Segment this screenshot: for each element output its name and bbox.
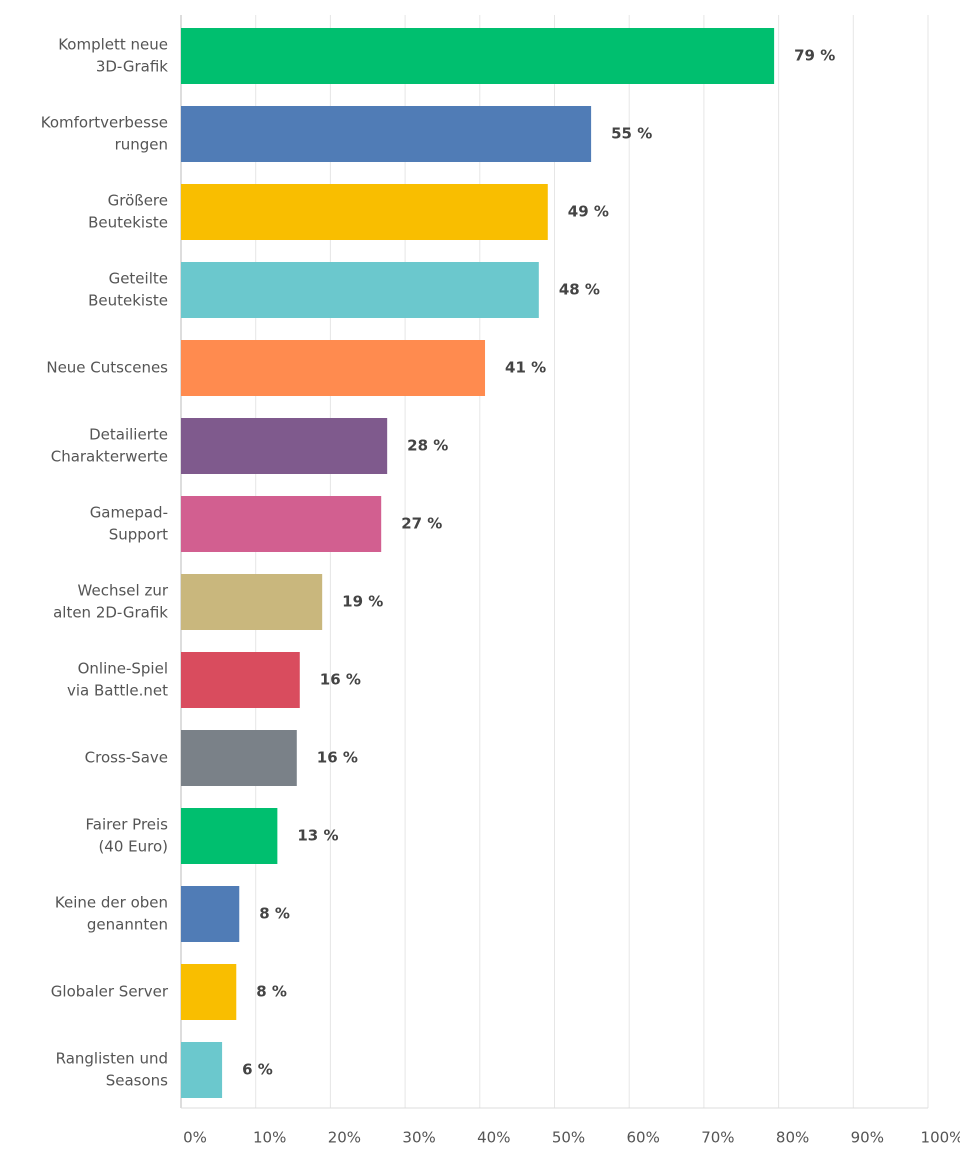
bar xyxy=(181,28,775,84)
category-label: 3D-Grafik xyxy=(96,58,168,76)
x-tick-label: 0% xyxy=(183,1129,207,1147)
value-label: 16 % xyxy=(317,749,358,767)
bar xyxy=(181,106,592,162)
category-label: Globaler Server xyxy=(51,983,169,1001)
category-label: Support xyxy=(109,526,168,544)
category-label: Keine der oben xyxy=(55,894,168,912)
category-label: Ranglisten und xyxy=(56,1050,168,1068)
x-tick-label: 40% xyxy=(477,1129,510,1147)
value-label: 16 % xyxy=(320,671,361,689)
category-label: Charakterwerte xyxy=(51,448,168,466)
category-label: via Battle.net xyxy=(67,682,168,700)
value-label: 28 % xyxy=(407,437,448,455)
category-label: alten 2D-Grafik xyxy=(53,604,168,622)
category-label: Fairer Preis xyxy=(86,816,169,834)
value-label: 27 % xyxy=(401,515,442,533)
x-tick-label: 10% xyxy=(253,1129,286,1147)
value-label: 8 % xyxy=(259,905,290,923)
bar xyxy=(181,340,486,396)
bar xyxy=(181,652,300,708)
category-label: Beutekiste xyxy=(88,214,168,232)
x-tick-label: 80% xyxy=(776,1129,809,1147)
category-label: Komplett neue xyxy=(58,36,168,54)
bar xyxy=(181,262,539,318)
value-label: 48 % xyxy=(559,281,600,299)
category-label: Cross-Save xyxy=(85,749,168,767)
category-label: Beutekiste xyxy=(88,292,168,310)
value-label: 49 % xyxy=(568,203,609,221)
category-label: Seasons xyxy=(106,1072,168,1090)
value-label: 19 % xyxy=(342,593,383,611)
category-label: Wechsel zur xyxy=(78,582,169,600)
bar xyxy=(181,808,278,864)
bar xyxy=(181,886,240,942)
bar xyxy=(181,964,237,1020)
x-tick-label: 50% xyxy=(552,1129,585,1147)
bar xyxy=(181,418,388,474)
category-label: rungen xyxy=(115,136,168,154)
bar xyxy=(181,1042,223,1098)
category-label: Komfortverbesse xyxy=(41,114,168,132)
bar xyxy=(181,730,297,786)
category-label: genannten xyxy=(87,916,168,934)
value-label: 13 % xyxy=(297,827,338,845)
bar xyxy=(181,574,323,630)
category-label: Größere xyxy=(108,192,168,210)
x-tick-label: 30% xyxy=(402,1129,435,1147)
category-label: Gamepad- xyxy=(90,504,168,522)
value-label: 55 % xyxy=(611,125,652,143)
x-tick-label: 70% xyxy=(701,1129,734,1147)
category-label: Detailierte xyxy=(89,426,168,444)
category-label: (40 Euro) xyxy=(98,838,168,856)
value-label: 6 % xyxy=(242,1061,273,1079)
value-label: 79 % xyxy=(794,47,835,65)
category-label: Geteilte xyxy=(109,270,168,288)
x-tick-label: 90% xyxy=(851,1129,884,1147)
bar xyxy=(181,496,382,552)
value-label: 8 % xyxy=(256,983,287,1001)
x-tick-label: 100% xyxy=(921,1129,960,1147)
category-label: Neue Cutscenes xyxy=(46,359,168,377)
x-tick-label: 20% xyxy=(328,1129,361,1147)
x-tick-label: 60% xyxy=(627,1129,660,1147)
value-label: 41 % xyxy=(505,359,546,377)
category-label: Online-Spiel xyxy=(78,660,168,678)
bar xyxy=(181,184,548,240)
